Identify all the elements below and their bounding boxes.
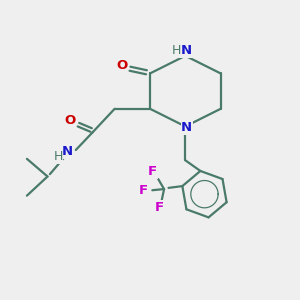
Text: N: N — [61, 145, 73, 158]
Text: O: O — [116, 59, 128, 72]
Text: F: F — [148, 165, 157, 178]
Text: H: H — [53, 150, 63, 163]
Text: F: F — [155, 201, 164, 214]
Text: H: H — [172, 44, 181, 57]
Text: F: F — [139, 184, 148, 197]
Text: O: O — [64, 114, 75, 127]
Text: N: N — [181, 44, 192, 57]
Text: N: N — [181, 122, 192, 134]
